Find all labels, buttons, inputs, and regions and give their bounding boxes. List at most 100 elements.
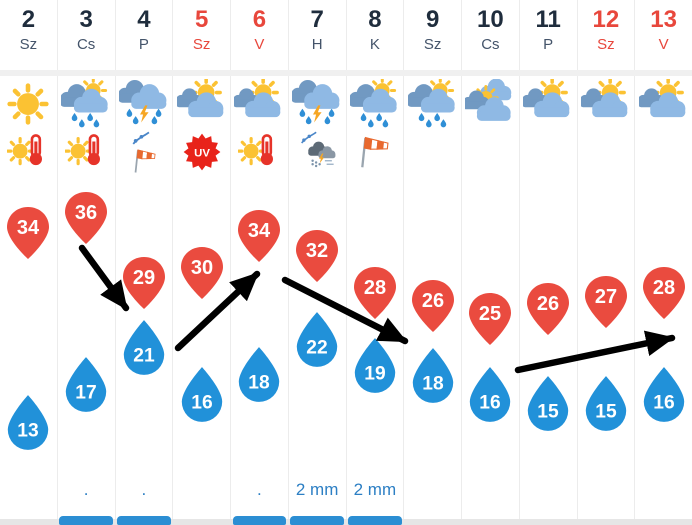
low-temp-value: 18 bbox=[422, 373, 444, 394]
high-temp-value: 29 bbox=[133, 267, 155, 289]
low-temp-drop: 13 bbox=[3, 393, 53, 451]
sun-behind-clouds-icon bbox=[580, 79, 631, 129]
sun-behind-clouds-icon bbox=[234, 79, 284, 129]
day-number: 11 bbox=[535, 6, 561, 33]
day-column[interactable]: 9 Sz 26 18 bbox=[404, 0, 462, 525]
sun-icon bbox=[3, 79, 53, 129]
header-separator-band bbox=[0, 70, 692, 76]
day-column[interactable]: 7 H 32 22 2 mm bbox=[289, 0, 347, 525]
day-column[interactable]: 6 V 34 18. bbox=[231, 0, 289, 525]
day-number: 8 bbox=[368, 6, 382, 33]
high-temp-value: 26 bbox=[422, 290, 444, 312]
low-temp-value: 19 bbox=[364, 363, 385, 384]
day-abbrev: K bbox=[369, 36, 380, 53]
low-temp-drop: 16 bbox=[639, 365, 689, 423]
day-abbrev: Sz bbox=[192, 36, 211, 53]
low-temp-value: 22 bbox=[306, 337, 327, 358]
sun-cloud-rain-icon bbox=[349, 79, 400, 129]
high-temp-pin: 36 bbox=[63, 191, 109, 245]
day-column[interactable]: 12 Sz 27 15 bbox=[578, 0, 636, 525]
precip-bar bbox=[348, 516, 402, 525]
low-temp-value: 13 bbox=[18, 420, 39, 441]
low-temp-drop: 22 bbox=[292, 310, 342, 368]
high-temp-pin: 25 bbox=[467, 292, 513, 346]
low-temp-drop: 21 bbox=[119, 318, 169, 376]
low-temp-drop: 19 bbox=[350, 336, 400, 394]
precip-bar bbox=[117, 516, 171, 525]
low-temp-value: 21 bbox=[133, 345, 155, 366]
high-temp-pin: 26 bbox=[525, 282, 571, 336]
low-temp-drop: 16 bbox=[177, 365, 227, 423]
cloud-rain-lightning-icon bbox=[292, 79, 342, 129]
high-temp-value: 34 bbox=[17, 217, 40, 239]
day-abbrev: H bbox=[311, 36, 323, 53]
day-column[interactable]: 3 Cs 36 17. bbox=[58, 0, 116, 525]
high-temp-value: 30 bbox=[191, 257, 213, 279]
low-temp-drop: 18 bbox=[408, 346, 458, 404]
low-temp-drop: 15 bbox=[523, 374, 573, 432]
low-temp-value: 16 bbox=[480, 392, 501, 413]
low-temp-drop: 18 bbox=[234, 345, 284, 403]
heat-thermometer-icon bbox=[65, 131, 107, 173]
high-temp-pin: 28 bbox=[352, 266, 398, 320]
precip-amount: . bbox=[141, 480, 147, 499]
day-abbrev: Sz bbox=[423, 36, 442, 53]
precip-amount: 2 mm bbox=[353, 480, 397, 499]
high-temp-value: 28 bbox=[364, 277, 386, 299]
day-column[interactable]: 8 K 28 19 2 mm bbox=[347, 0, 405, 525]
day-abbrev: Sz bbox=[19, 36, 38, 53]
day-abbrev: Sz bbox=[597, 36, 615, 53]
high-temp-value: 27 bbox=[595, 286, 617, 308]
svg-text:UV: UV bbox=[194, 147, 210, 159]
windsock-icon bbox=[354, 131, 396, 173]
low-temp-value: 18 bbox=[249, 372, 271, 393]
heat-thermometer-icon bbox=[238, 131, 280, 173]
high-temp-pin: 32 bbox=[294, 229, 340, 283]
day-number: 2 bbox=[21, 6, 36, 33]
day-number: 9 bbox=[425, 6, 440, 33]
high-temp-pin: 27 bbox=[583, 275, 629, 329]
high-temp-value: 28 bbox=[653, 277, 675, 299]
high-temp-value: 34 bbox=[248, 220, 271, 242]
high-temp-value: 26 bbox=[537, 293, 559, 315]
day-abbrev: Cs bbox=[76, 36, 96, 53]
cloud-rain-lightning-icon bbox=[118, 79, 169, 129]
day-column[interactable]: 11 P 26 15 bbox=[520, 0, 578, 525]
sun-cloud-rain-icon bbox=[61, 79, 111, 129]
sun-behind-clouds-icon bbox=[523, 79, 573, 129]
day-number: 12 bbox=[592, 6, 620, 33]
precip-amount: . bbox=[83, 480, 89, 499]
day-number: 10 bbox=[477, 6, 504, 33]
low-temp-value: 17 bbox=[75, 382, 96, 403]
bottom-band bbox=[0, 519, 692, 525]
high-temp-pin: 34 bbox=[5, 206, 51, 260]
sun-behind-clouds-icon bbox=[638, 79, 689, 129]
sun-behind-clouds-icon bbox=[176, 79, 227, 129]
uv-warning-icon: UV bbox=[181, 131, 223, 173]
low-temp-value: 16 bbox=[653, 392, 674, 413]
high-temp-pin: 28 bbox=[641, 266, 687, 320]
day-abbrev: P bbox=[543, 36, 554, 53]
day-column[interactable]: 5 Sz UV 30 16 bbox=[173, 0, 231, 525]
mostly-cloudy-sun-icon bbox=[465, 79, 515, 129]
day-column[interactable]: 2 Sz 34 13 bbox=[0, 0, 58, 525]
high-temp-pin: 29 bbox=[121, 256, 167, 310]
low-temp-value: 16 bbox=[191, 392, 212, 413]
day-number: 13 bbox=[650, 6, 677, 33]
day-abbrev: P bbox=[138, 36, 149, 53]
day-column[interactable]: 13 V 28 16 bbox=[635, 0, 692, 525]
precip-bar bbox=[290, 516, 344, 525]
storm-front-icon bbox=[296, 131, 338, 173]
cold-front-windsock-icon bbox=[123, 131, 165, 173]
sun-cloud-rain-icon bbox=[407, 79, 458, 129]
day-column[interactable]: 10 Cs 25 16 bbox=[462, 0, 520, 525]
day-column[interactable]: 4 P 29 21. bbox=[116, 0, 174, 525]
precip-amount: . bbox=[257, 480, 262, 499]
low-temp-value: 15 bbox=[595, 401, 617, 422]
day-abbrev: Cs bbox=[481, 36, 500, 53]
low-temp-drop: 17 bbox=[61, 355, 111, 413]
high-temp-pin: 30 bbox=[179, 246, 225, 300]
precip-amount: 2 mm bbox=[295, 480, 339, 499]
